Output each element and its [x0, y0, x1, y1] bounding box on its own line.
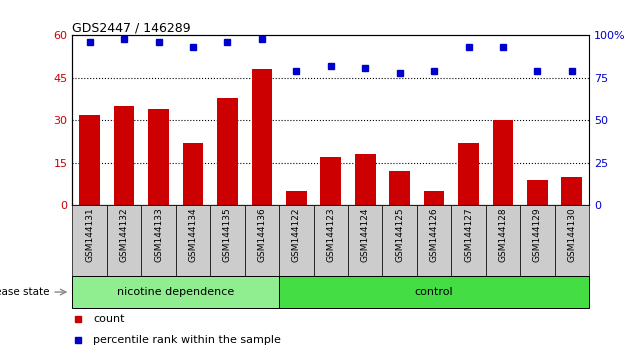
Text: GSM144132: GSM144132 — [120, 207, 129, 262]
Text: GSM144122: GSM144122 — [292, 207, 301, 262]
Text: GSM144124: GSM144124 — [361, 207, 370, 262]
Bar — [114, 106, 134, 205]
Text: GSM144128: GSM144128 — [498, 207, 507, 262]
Bar — [527, 180, 547, 205]
Text: percentile rank within the sample: percentile rank within the sample — [93, 335, 281, 345]
Text: disease state: disease state — [0, 287, 49, 297]
Bar — [72, 276, 279, 308]
Text: GSM144135: GSM144135 — [223, 207, 232, 262]
Text: GSM144131: GSM144131 — [85, 207, 94, 262]
Text: GSM144127: GSM144127 — [464, 207, 473, 262]
Bar — [554, 205, 589, 276]
Text: control: control — [415, 287, 454, 297]
Text: count: count — [93, 314, 125, 324]
Bar — [279, 276, 589, 308]
Bar — [348, 205, 382, 276]
Bar — [493, 120, 513, 205]
Bar — [520, 205, 554, 276]
Bar — [486, 205, 520, 276]
Bar — [141, 205, 176, 276]
Text: GDS2447 / 146289: GDS2447 / 146289 — [72, 21, 191, 34]
Text: nicotine dependence: nicotine dependence — [117, 287, 234, 297]
Bar — [417, 205, 451, 276]
Text: GSM144129: GSM144129 — [533, 207, 542, 262]
Bar — [279, 205, 314, 276]
Bar — [451, 205, 486, 276]
Bar — [210, 205, 244, 276]
Bar — [424, 191, 444, 205]
Text: GSM144136: GSM144136 — [258, 207, 266, 262]
Bar — [217, 98, 238, 205]
Bar — [107, 205, 141, 276]
Bar — [382, 205, 417, 276]
Text: GSM144134: GSM144134 — [188, 207, 197, 262]
Bar — [72, 205, 107, 276]
Bar — [251, 69, 272, 205]
Text: GSM144133: GSM144133 — [154, 207, 163, 262]
Bar — [79, 115, 100, 205]
Text: GSM144126: GSM144126 — [430, 207, 438, 262]
Bar — [286, 191, 307, 205]
Bar — [148, 109, 169, 205]
Text: GSM144123: GSM144123 — [326, 207, 335, 262]
Bar — [176, 205, 210, 276]
Bar — [183, 143, 203, 205]
Bar — [321, 157, 341, 205]
Text: GSM144125: GSM144125 — [395, 207, 404, 262]
Bar — [458, 143, 479, 205]
Bar — [355, 154, 375, 205]
Bar — [244, 205, 279, 276]
Text: GSM144130: GSM144130 — [568, 207, 576, 262]
Bar — [561, 177, 582, 205]
Bar — [389, 171, 410, 205]
Bar — [314, 205, 348, 276]
